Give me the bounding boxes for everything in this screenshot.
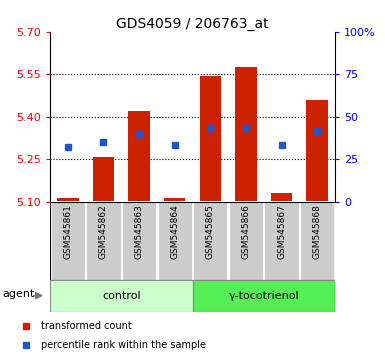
Bar [164,198,186,201]
Bar [271,193,292,201]
Bar [264,202,299,280]
Text: control: control [102,291,141,301]
Bar [157,202,192,280]
Text: GSM545866: GSM545866 [241,204,250,259]
Text: GSM545861: GSM545861 [64,204,72,259]
Text: GSM545868: GSM545868 [313,204,321,259]
Text: GSM545865: GSM545865 [206,204,215,259]
Bar [199,76,221,201]
Bar [86,202,121,280]
Text: agent: agent [3,289,35,299]
Text: transformed count: transformed count [41,321,132,331]
Bar [122,202,156,280]
Bar [50,280,192,312]
Text: γ-tocotrienol: γ-tocotrienol [228,291,299,301]
Bar [193,202,228,280]
Bar [192,280,335,312]
Bar [229,202,263,280]
Bar [235,67,257,201]
Bar [57,198,79,201]
Text: GSM545863: GSM545863 [135,204,144,259]
Bar [128,111,150,201]
Bar [300,202,334,280]
Title: GDS4059 / 206763_at: GDS4059 / 206763_at [116,17,269,31]
Text: percentile rank within the sample: percentile rank within the sample [41,341,206,350]
Bar [93,157,114,201]
Text: GSM545862: GSM545862 [99,204,108,259]
Bar [51,202,85,280]
Text: GSM545864: GSM545864 [170,204,179,259]
Text: GSM545867: GSM545867 [277,204,286,259]
Bar [306,100,328,201]
